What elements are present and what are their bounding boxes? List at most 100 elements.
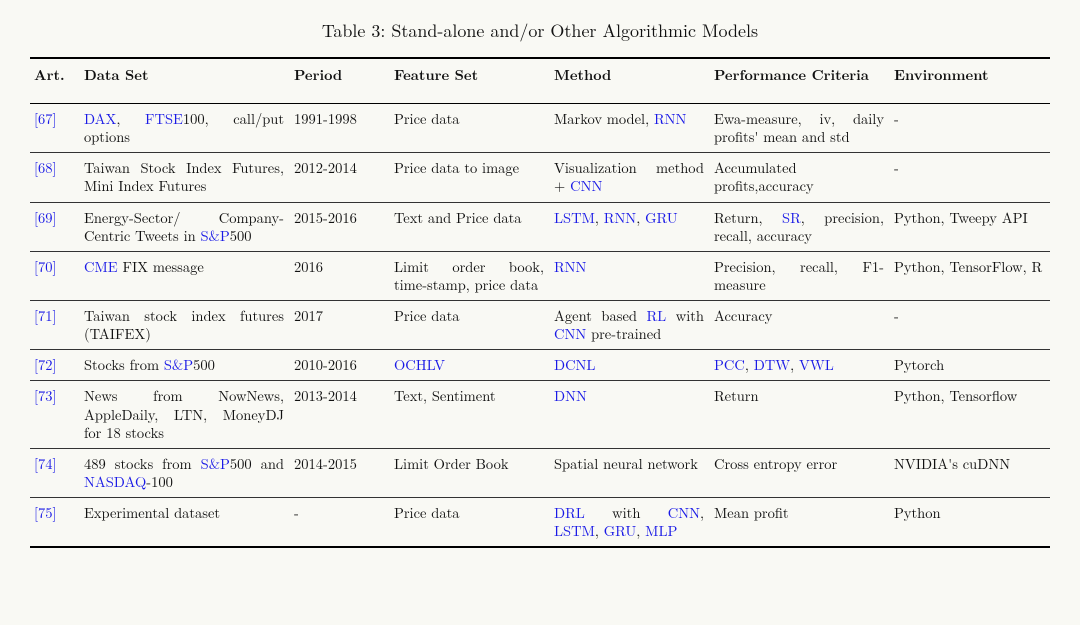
cell-period: 2014-2015 [290,448,390,497]
col-method: Method [550,58,710,104]
reference-link[interactable]: MLP [645,521,677,541]
reference-link[interactable]: RL [647,306,667,326]
reference-link[interactable]: DTW [754,355,790,375]
cell-art: [68] [30,153,80,202]
text-run: Python, TensorFlow, R [894,257,1042,277]
reference-link[interactable]: VWL [799,355,834,375]
text-run: Python, Tweepy API [894,208,1028,228]
text-run: Price data [394,306,460,326]
cell-perf: Accumulated profits,accuracy [710,153,890,202]
reference-link[interactable]: [67] [34,109,57,129]
cell-method-content: Visualization method + CNN [554,158,704,196]
reference-link[interactable]: GRU [645,208,678,228]
cell-perf-content: Ewa-measure, iv, daily profits' mean and… [714,109,884,147]
cell-method: DNN [550,381,710,448]
cell-period-content: 2014-2015 [294,454,357,474]
cell-method: DCNL [550,350,710,381]
reference-link[interactable]: S&P [164,355,193,375]
reference-link[interactable]: [74] [34,454,57,474]
reference-link[interactable]: [72] [34,355,57,375]
cell-env: NVIDIA's cuDNN [890,448,1050,497]
cell-feature: Price data to image [390,153,550,202]
cell-dataset-content: 489 stocks from S&P500 and NASDAQ-100 [84,454,284,492]
reference-link[interactable]: FTSE [145,109,183,129]
cell-perf: Accuracy [710,301,890,350]
text-run: Experimental dataset [84,503,220,523]
cell-perf: PCC, DTW, VWL [710,350,890,381]
cell-env: Python [890,498,1050,548]
cell-perf-content: PCC, DTW, VWL [714,355,834,375]
cell-dataset-content: Energy-Sector/ Company-Centric Tweets in… [84,208,284,246]
cell-art: [67] [30,104,80,153]
cell-feature: OCHLV [390,350,550,381]
table-row: [73] News from NowNews, AppleDaily, LTN, … [30,381,1050,448]
reference-link[interactable]: [75] [34,503,57,523]
reference-link[interactable]: RNN [554,257,586,277]
cell-feature: Price data [390,498,550,548]
text-run: Python, Tensorflow [894,386,1017,406]
cell-period-content: - [294,503,299,523]
cell-art-content: [71] [34,306,57,326]
reference-link[interactable]: DRL [554,503,585,523]
reference-link[interactable]: RNN [604,208,636,228]
cell-method-content: DNN [554,386,587,406]
cell-perf-content: Cross entropy error [714,454,837,474]
reference-link[interactable]: [69] [34,208,57,228]
reference-link[interactable]: S&P [201,226,230,246]
cell-feature: Limit order book, time-stamp, price data [390,251,550,300]
reference-link[interactable]: LSTM [554,208,595,228]
text-run: Return, [714,208,782,228]
reference-link[interactable]: S&P [201,454,230,474]
text-run: News from NowNews, AppleDaily, LTN, Mone… [84,386,284,442]
reference-link[interactable]: CME [84,257,118,277]
reference-link[interactable]: [70] [34,257,57,277]
page-container: { "caption": "Table 3: Stand-alone and/o… [0,0,1080,625]
cell-dataset: Taiwan Stock Index Futures, Mini Index F… [80,153,290,202]
reference-link[interactable]: OCHLV [394,355,445,375]
cell-art: [74] [30,448,80,497]
cell-method: DRL with CNN, LSTM, GRU, MLP [550,498,710,548]
reference-link[interactable]: DAX [84,109,116,129]
reference-link[interactable]: RNN [654,109,686,129]
reference-link[interactable]: GRU [604,521,637,541]
text-run: Price data [394,503,460,523]
cell-dataset-content: CME FIX message [84,257,204,277]
text-run: , [595,208,604,228]
cell-method-content: Spatial neural network [554,454,698,474]
text-run: 2013-2014 [294,386,357,406]
cell-feature: Text and Price data [390,202,550,251]
reference-link[interactable]: CNN [570,176,602,196]
cell-env: Python, TensorFlow, R [890,251,1050,300]
reference-link[interactable]: [71] [34,306,57,326]
text-run: Accumulated profits,accuracy [714,158,814,196]
cell-perf-content: Accuracy [714,306,772,326]
reference-link[interactable]: LSTM [554,521,595,541]
reference-link[interactable]: PCC [714,355,745,375]
cell-art: [70] [30,251,80,300]
cell-dataset-content: DAX, FTSE100, call/put options [84,109,284,147]
cell-env-content: Python, TensorFlow, R [894,257,1042,277]
reference-link[interactable]: SR [782,208,801,228]
reference-link[interactable]: DCNL [554,355,595,375]
cell-perf: Ewa-measure, iv, daily profits' mean and… [710,104,890,153]
reference-link[interactable]: CNN [668,503,700,523]
cell-dataset: Energy-Sector/ Company-Centric Tweets in… [80,202,290,251]
text-run: 2012-2014 [294,158,357,178]
text-run: Energy-Sector/ Company-Centric Tweets in [84,208,284,246]
cell-perf: Mean profit [710,498,890,548]
cell-dataset: Taiwan stock index futures (TAIFEX) [80,301,290,350]
text-run: -100 [146,472,173,492]
text-run: - [894,109,899,129]
reference-link[interactable]: CNN [554,324,586,344]
col-perf: Performance Criteria [710,58,890,104]
cell-dataset-content: Stocks from S&P500 [84,355,215,375]
reference-link[interactable]: DNN [554,386,587,406]
cell-method: Agent based RL with CNN pre-trained [550,301,710,350]
reference-link[interactable]: [68] [34,158,57,178]
reference-link[interactable]: NASDAQ [84,472,146,492]
reference-link[interactable]: [73] [34,386,57,406]
text-run: 2015-2016 [294,208,357,228]
col-art: Art. [30,58,80,104]
cell-feature-content: Price data [394,306,460,326]
cell-period: - [290,498,390,548]
